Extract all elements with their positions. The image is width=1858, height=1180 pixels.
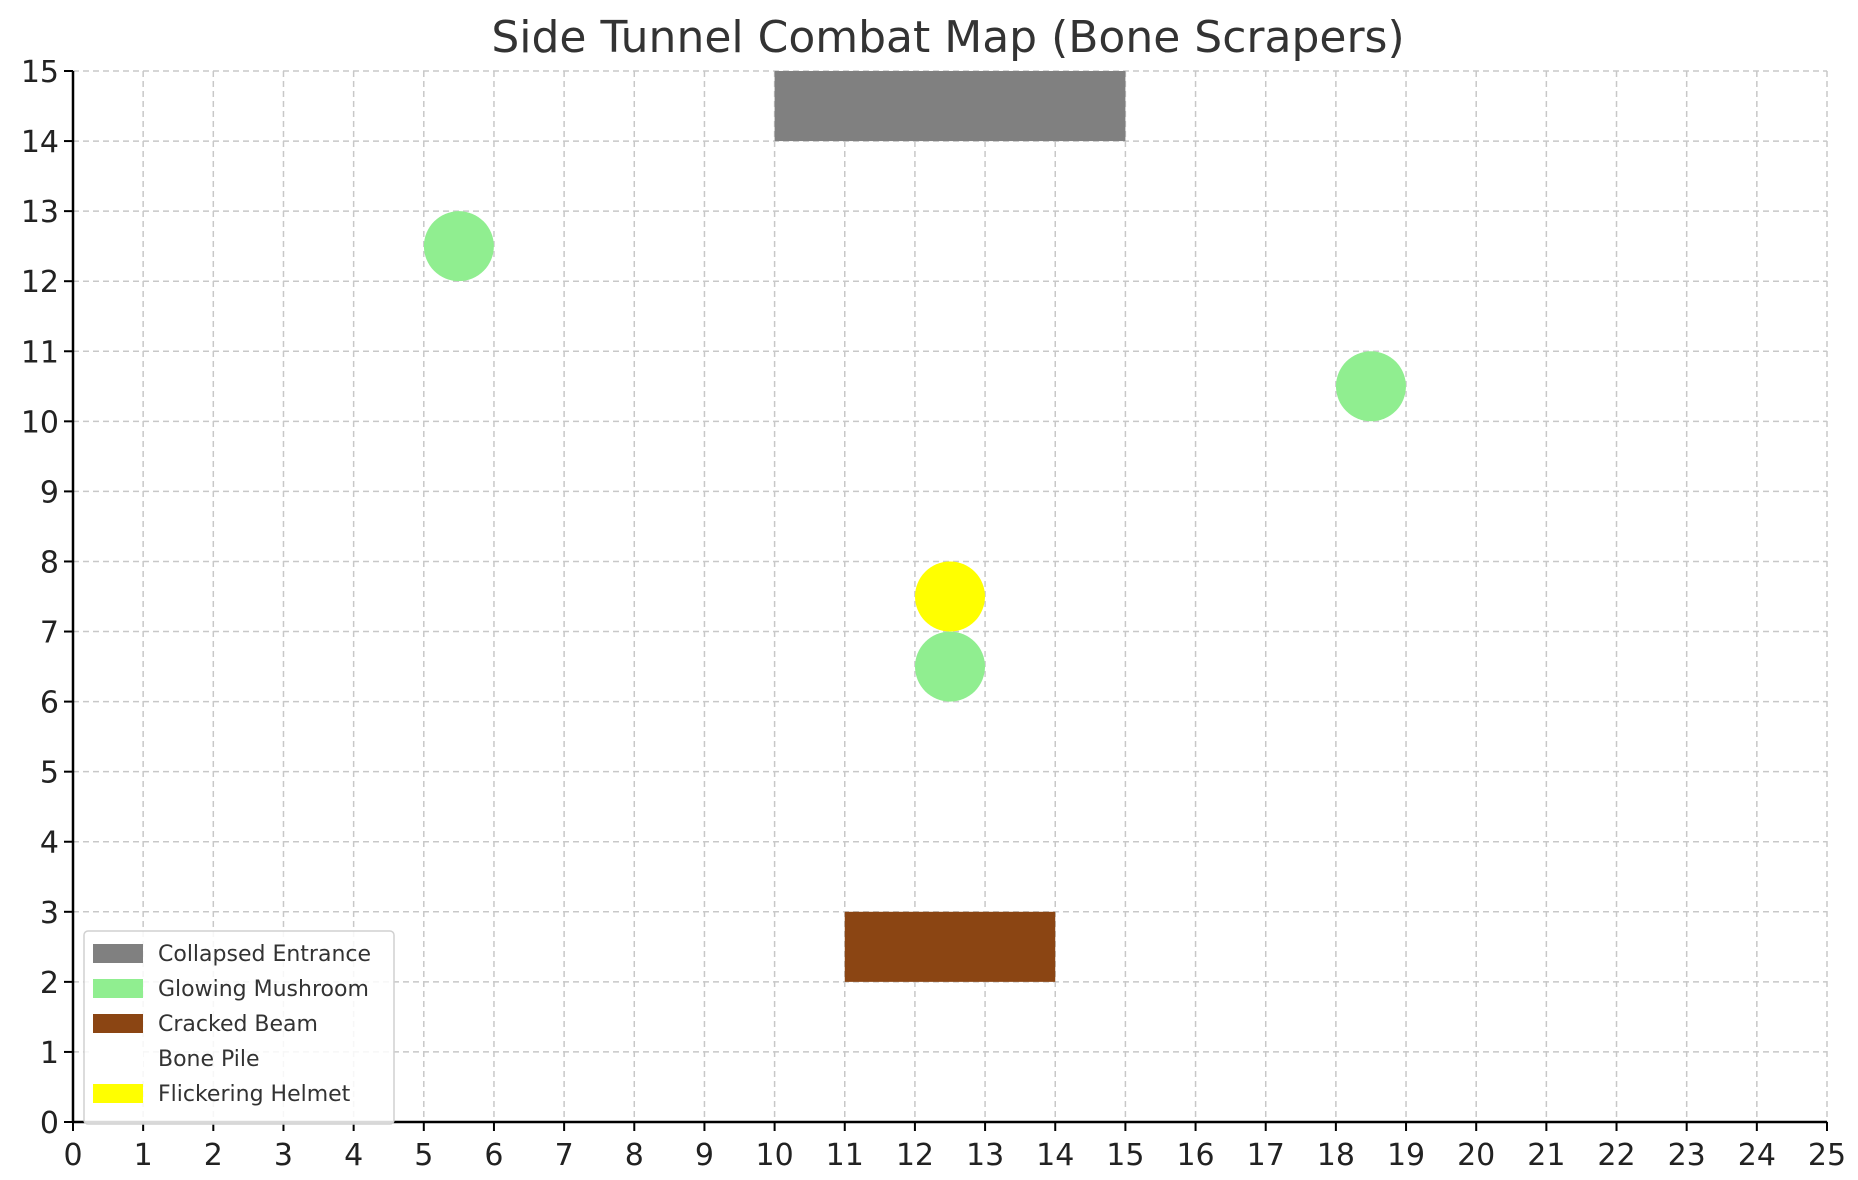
glowing-mushroom-point [423,211,494,282]
x-tick-label: 20 [1457,1138,1495,1173]
legend-swatch-cracked-beam [93,1014,143,1033]
x-tick-label: 12 [896,1138,934,1173]
x-tick-label: 19 [1387,1138,1425,1173]
y-tick-label: 14 [21,125,59,160]
y-tick-label: 5 [40,756,59,791]
legend-label-glowing-mushroom: Glowing Mushroom [158,977,369,1002]
y-tick-label: 1 [40,1036,59,1071]
x-tick-label: 5 [414,1138,433,1173]
x-tick-label: 25 [1808,1138,1846,1173]
legend-label-cracked-beam: Cracked Beam [158,1012,318,1037]
y-tick-label: 7 [40,616,59,651]
legend-swatch-collapsed-entrance [93,944,143,963]
x-tick-label: 10 [756,1138,794,1173]
legend-swatch-glowing-mushroom [93,979,143,998]
rectangle-marks [774,71,1126,982]
x-tick-label: 24 [1738,1138,1776,1173]
y-tick-label: 6 [40,686,59,721]
legend-box [83,930,395,1125]
flickering-helmet-point [915,561,985,632]
y-tick-label: 13 [21,195,59,230]
cracked-beam-rect [844,911,1056,982]
x-tick-label: 18 [1317,1138,1355,1173]
x-tick-label: 4 [344,1138,363,1173]
x-tick-label: 17 [1247,1138,1285,1173]
x-tick-label: 23 [1668,1138,1706,1173]
y-tick-label: 8 [40,545,59,580]
legend-label-flickering-helmet: Flickering Helmet [158,1082,351,1107]
chart-title: Side Tunnel Combat Map (Bone Scrapers) [491,12,1404,63]
x-tick-label: 14 [1036,1138,1074,1173]
legend-swatch-flickering-helmet [93,1084,143,1103]
x-tick-label: 11 [826,1138,864,1173]
glowing-mushroom-point [1335,351,1406,422]
y-tick-label: 2 [40,966,59,1001]
x-tick-label: 16 [1176,1138,1214,1173]
y-tick-label: 11 [21,335,59,370]
tick-labels: 0 1 2 3 4 5 6 7 8 9 10 11 12 13 14 15 16 17 18 19 20 21 22 23 24… [21,55,1846,1173]
y-tick-label: 10 [21,405,59,440]
x-tick-label: 8 [625,1138,644,1173]
glowing-mushroom-point [915,631,985,702]
legend-label-collapsed-entrance: Collapsed Entrance [158,942,371,967]
x-tick-label: 13 [966,1138,1004,1173]
point-marks [423,211,1406,702]
y-tick-label: 3 [40,896,59,931]
y-tick-label: 12 [21,265,59,300]
y-tick-label: 15 [21,55,59,90]
legend-swatch-bone-pile [93,1049,143,1068]
x-tick-label: 15 [1106,1138,1144,1173]
x-tick-label: 6 [484,1138,503,1173]
legend-label-bone-pile: Bone Pile [158,1047,260,1072]
y-tick-label: 4 [40,826,59,861]
y-tick-label: 9 [40,475,59,510]
x-tick-label: 2 [204,1138,223,1173]
x-tick-label: 0 [63,1138,82,1173]
x-tick-label: 21 [1527,1138,1565,1173]
x-tick-label: 3 [274,1138,293,1173]
x-tick-label: 1 [134,1138,153,1173]
x-tick-label: 9 [695,1138,714,1173]
collapsed-entrance-rect [774,71,1126,142]
x-tick-label: 22 [1597,1138,1635,1173]
legend: Collapsed Entrance Glowing Mushroom Cracke… [83,930,395,1125]
y-tick-label: 0 [40,1106,59,1141]
x-tick-label: 7 [555,1138,574,1173]
